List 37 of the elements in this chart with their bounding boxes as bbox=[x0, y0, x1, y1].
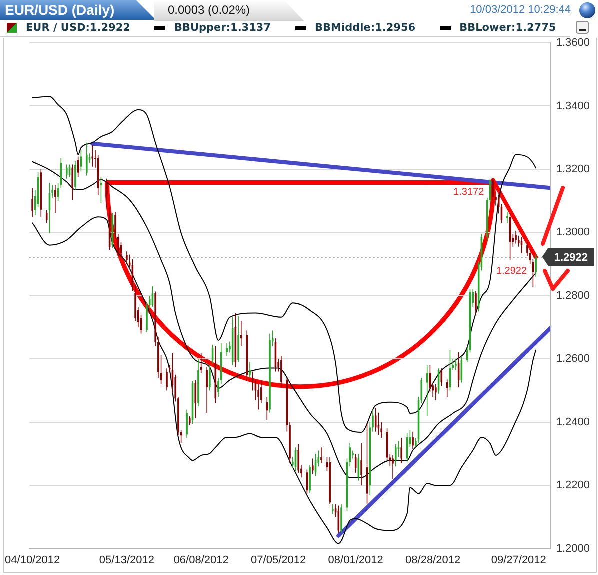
x-tick-label: 07/05/2012 bbox=[251, 554, 306, 566]
y-tick-label: 1.3000 bbox=[556, 226, 590, 239]
legend-label: BBLower:1.2775 bbox=[460, 22, 556, 34]
y-tick-label: 1.2000 bbox=[556, 542, 590, 555]
candlestick bbox=[392, 456, 394, 480]
y-tick-label: 1.2400 bbox=[556, 416, 590, 428]
y-tick-label: 1.2600 bbox=[556, 353, 590, 366]
x-tick-label: 06/08/2012 bbox=[174, 554, 229, 566]
y-tick-label: 1.2200 bbox=[556, 480, 590, 492]
x-tick-label: 08/01/2012 bbox=[328, 554, 384, 566]
annotation: 1.2922 bbox=[496, 266, 528, 278]
text: 10/03/2012 10:29:44 bbox=[470, 4, 571, 16]
x-tick-label: 08/28/2012 bbox=[406, 554, 461, 566]
chart-title: EUR/USD (Daily) bbox=[0, 0, 156, 20]
x-tick-label: 05/13/2012 bbox=[99, 554, 154, 566]
candlestick bbox=[240, 321, 242, 346]
candlestick bbox=[226, 343, 228, 356]
x-tick-label: 04/10/2012 bbox=[5, 554, 60, 566]
y-tick-label: 1.3600 bbox=[556, 37, 590, 50]
candlestick bbox=[54, 185, 56, 214]
candlestick bbox=[506, 212, 508, 224]
chart-subtitle: 0.0003 (0.02%) bbox=[154, 0, 304, 21]
y-tick-label: 1.3400 bbox=[556, 100, 590, 112]
legend-label: BBUpper:1.3137 bbox=[174, 22, 272, 34]
y-tick-label: 1.3200 bbox=[556, 163, 590, 176]
x-tick-label: 09/27/2012 bbox=[491, 554, 546, 566]
line-series bbox=[32, 161, 537, 478]
ref-line-label: 1.2922 bbox=[554, 252, 588, 264]
candlestick bbox=[455, 359, 457, 370]
y-tick-label: 1.2800 bbox=[556, 290, 590, 302]
line-series bbox=[32, 96, 537, 433]
legend-label: EUR / USD:1.2922 bbox=[26, 22, 130, 34]
annotation: 1.3172 bbox=[454, 187, 485, 198]
candlestick bbox=[332, 504, 334, 514]
line-series bbox=[32, 216, 537, 544]
candlestick bbox=[320, 448, 322, 464]
legend-label: BBMiddle:1.2956 bbox=[315, 22, 416, 34]
